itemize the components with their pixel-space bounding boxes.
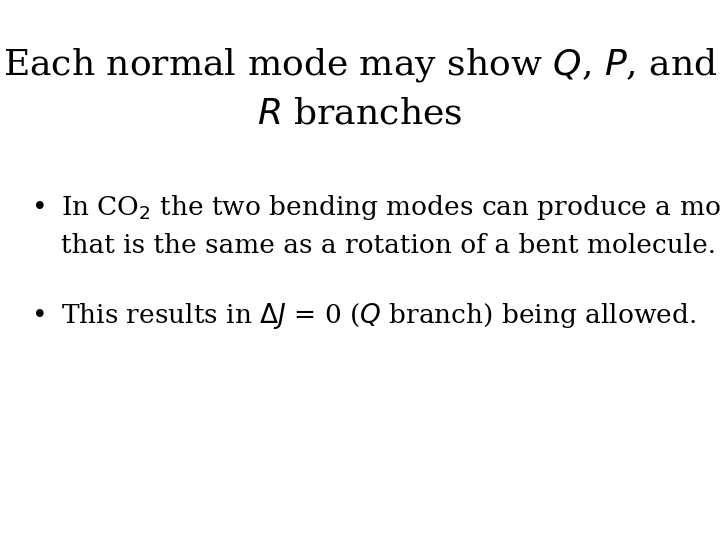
Text: In CO$_2$ the two bending modes can produce a motion: In CO$_2$ the two bending modes can prod…: [61, 193, 720, 222]
Text: •: •: [32, 195, 48, 220]
Text: $R$ branches: $R$ branches: [257, 97, 463, 130]
Text: This results in $\Delta J$ = 0 ($Q$ branch) being allowed.: This results in $\Delta J$ = 0 ($Q$ bran…: [61, 301, 696, 331]
Text: that is the same as a rotation of a bent molecule.: that is the same as a rotation of a bent…: [61, 233, 716, 258]
Text: Each normal mode may show $Q$, $P$, and: Each normal mode may show $Q$, $P$, and: [3, 46, 717, 84]
Text: •: •: [32, 303, 48, 328]
